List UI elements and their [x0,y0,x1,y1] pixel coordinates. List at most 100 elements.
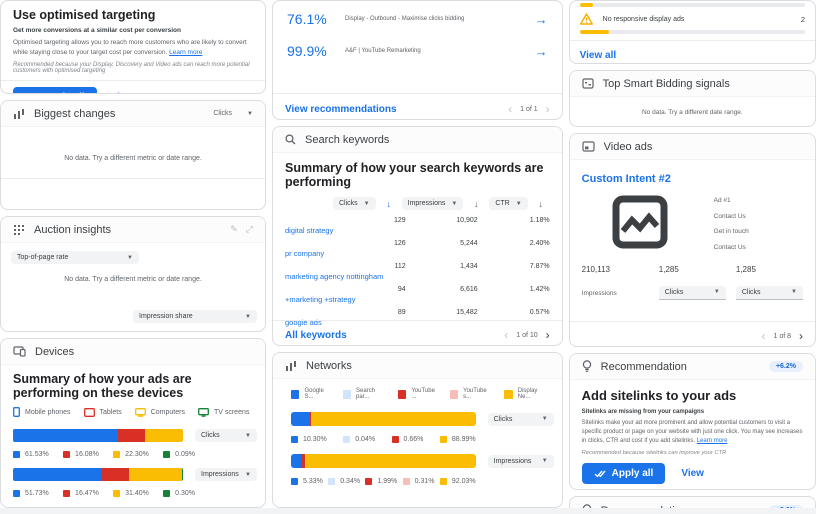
bar-segment-mobile [13,429,118,442]
page-next-icon[interactable]: › [799,329,803,343]
pct-item: 0.30% [163,490,195,497]
sort-icon[interactable]: ↓ [474,198,479,209]
ctr-cell: 1.18% [529,217,550,224]
learn-more-link[interactable]: Learn more [696,438,728,444]
keyword-link[interactable]: digital strategy [285,226,334,235]
bar-segment-youtube [310,412,312,426]
campaign-link[interactable]: Custom Intent #2 [581,173,671,185]
score-row[interactable]: 76.1% Display - Outbound - Maximise clic… [273,1,562,27]
apply-all-button[interactable]: Apply all [581,463,666,484]
expand-icon[interactable]: ⤢ [245,224,253,234]
card-smart-bidding: Top Smart Bidding signals No data. Try a… [568,70,816,127]
keyword-link[interactable]: google ads [285,318,322,327]
bar-segment-computer [144,429,183,442]
legend-item: Display Ne... [504,388,549,400]
networks-clicks-metric-select[interactable]: Clicks ▼ [487,412,554,426]
swatch [365,478,373,485]
pct-value: 61.53% [25,451,49,458]
pct-item: 5.33% [291,478,323,485]
column-select-ctr[interactable]: CTR ▼ [489,197,528,210]
legend-item: TV screens [198,407,250,417]
metric-top-label: Top-of-page rate [17,254,69,261]
table-row: 94 6,616 1.42% +marketing +strategy [273,283,562,306]
metric-top-select[interactable]: Top-of-page rate ▼ [11,251,139,264]
apply-all-button[interactable]: Apply all [13,86,97,93]
sort-icon[interactable]: ↓ [538,198,543,209]
view-recommendations-link[interactable]: View recommendations [285,103,397,115]
video-thumbnail-placeholder-icon[interactable] [612,195,668,249]
learn-more-link[interactable]: Learn more [169,48,203,56]
computer-icon [134,407,146,417]
clicks-cell: 94 [397,286,406,293]
score-label: A&F | YouTube Remarketing [345,48,421,54]
page-next-icon[interactable]: › [545,328,550,342]
pct-value: 16.47% [75,490,99,497]
page-prev-icon[interactable]: ‹ [508,102,513,116]
keyword-link[interactable]: marketing agency nottingham [285,272,384,281]
networks-clicks-percentages: 10.30% 0.04% 0.66% 88.99% [273,426,562,443]
pct-item: 0.66% [391,436,423,443]
pct-item: 92.03% [439,478,476,485]
page-prev-icon[interactable]: ‹ [761,329,766,343]
chevron-down-icon[interactable]: ▼ [247,110,253,117]
legend-label: TV screens [213,408,250,416]
stat-metric-select[interactable]: Clicks ▼ [735,285,803,300]
legend-label: Google S... [304,388,324,400]
legend-label: Computers [150,408,185,416]
devices-clicks-metric-select[interactable]: Clicks ▼ [195,429,257,442]
legend-item: Mobile phones [13,407,71,417]
pct-item: 0.09% [163,451,195,458]
arrow-right-icon[interactable]: → [534,11,548,27]
devices-impressions-metric-select[interactable]: Impressions ▼ [195,468,257,481]
column-select-impressions[interactable]: Impressions ▼ [401,197,464,210]
sort-descending-icon[interactable]: ↓ [386,198,391,209]
legend-item: Tablets [83,407,122,417]
networks-impressions-metric-select[interactable]: Impressions ▼ [487,454,554,468]
chevron-down-icon: ▼ [451,200,458,207]
networks-impressions-bar [291,454,476,468]
card-search-keywords: Search keywords Summary of how your sear… [272,126,563,346]
card-title: Networks [306,359,352,372]
recommendation-reason: Recommended because sitelinks can improv… [581,450,727,456]
clicks-cell: 129 [393,217,406,224]
card-title: Devices [35,345,75,358]
double-check-icon [594,470,606,477]
body-text: Optimised targeting allows you to reach … [13,38,253,58]
bar-segment-tv [182,468,183,481]
pct-item: 0.04% [343,436,375,443]
arrow-right-icon[interactable]: → [534,43,548,59]
metric-bottom-select[interactable]: Impression share ▼ [133,310,257,323]
view-button[interactable]: View [681,468,704,479]
legend-item: YouTube s... [449,388,495,400]
bar-chart-icon [286,360,296,371]
card-video-ads: Video ads Custom Intent #2 Ad #1 Contact… [568,133,816,347]
table-row: 112 1,434 7.87% marketing agency notting… [273,260,562,283]
metric-select-label[interactable]: Clicks [213,110,233,117]
edit-icon[interactable]: ✎ [230,224,238,234]
reason-text: Recommended because your Display, Discov… [13,61,250,74]
page-next-icon[interactable]: › [545,102,550,116]
view-all-link[interactable]: View all [579,50,617,61]
legend-item: Computers [134,407,185,417]
all-keywords-link[interactable]: All keywords [285,329,347,341]
viewport-bottom-edge [0,508,816,514]
page-prev-icon[interactable]: ‹ [504,328,509,342]
score-row[interactable]: 99.9% A&F | YouTube Remarketing → [273,27,562,59]
alert-count: 2 [800,14,805,24]
table-row: 126 5,244 2.40% pr company [273,237,562,260]
tablet-icon [83,407,95,417]
stat-value: 1,285 [658,264,679,274]
column-select-clicks[interactable]: Clicks ▼ [333,197,376,210]
keyword-link[interactable]: +marketing +strategy [285,295,356,304]
swatch [113,490,121,497]
card-title: Biggest changes [34,107,116,120]
view-button[interactable]: View [111,92,134,94]
pct-item: 0.34% [328,478,360,485]
networks-impressions-percentages: 5.33% 0.34% 1.99% 0.31% 92.03% [273,468,562,485]
keyword-link[interactable]: pr company [285,249,325,258]
chevron-down-icon: ▼ [541,458,548,464]
alert-label[interactable]: No responsive display ads [602,15,685,23]
page-indicator: 1 of 1 [520,105,538,113]
stat-metric-select[interactable]: Clicks ▼ [658,285,726,300]
score-label: Display - Outbound - Maximise clicks bid… [345,16,465,22]
